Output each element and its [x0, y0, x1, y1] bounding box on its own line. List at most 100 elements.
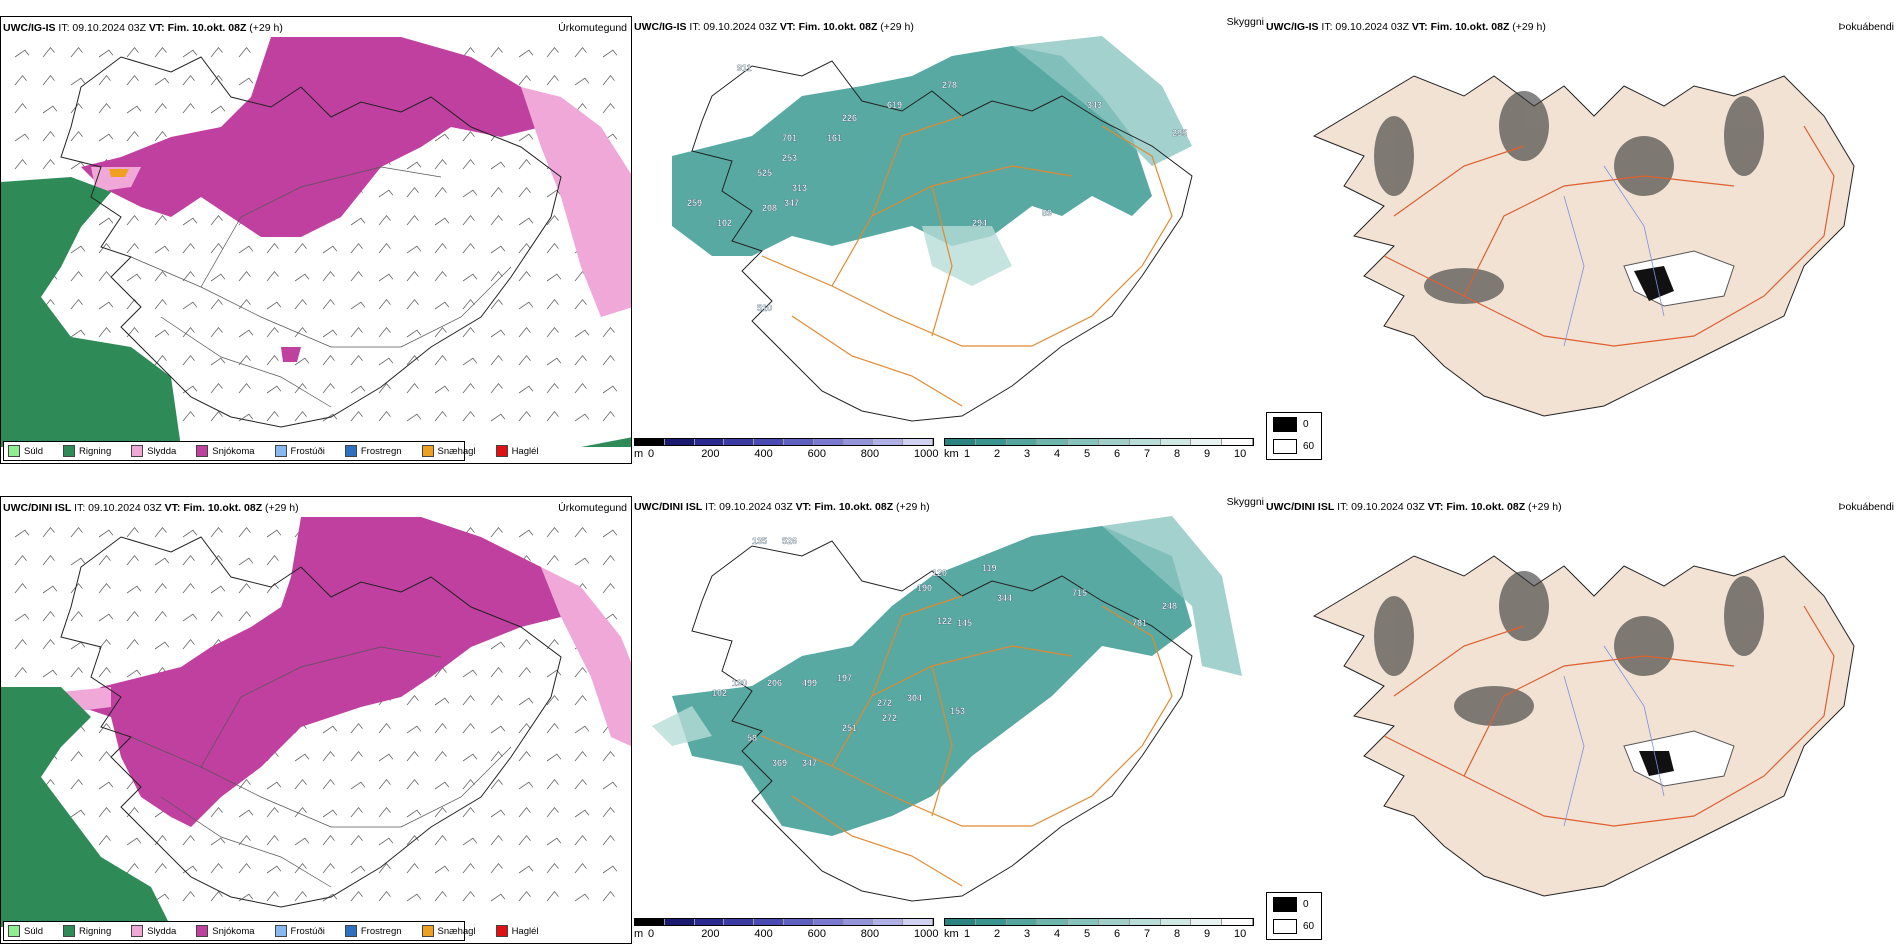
colorbar-tick: 400	[754, 928, 773, 940]
wind-barb	[210, 357, 226, 366]
colorbar-segment	[1129, 919, 1161, 925]
panel-field-name: Úrkomutegund	[558, 502, 627, 514]
wind-barb	[210, 273, 226, 282]
wind-barb	[210, 105, 226, 114]
valid-time: VT: Fim. 10.okt. 08Z	[148, 22, 247, 34]
wind-barb	[602, 865, 618, 874]
colorbar-segment	[724, 919, 755, 925]
wind-barb	[154, 582, 167, 594]
wind-barb	[546, 669, 562, 678]
wind-barb	[490, 809, 506, 818]
wind-barb	[518, 529, 534, 538]
cloud-base-label: 304	[907, 693, 922, 703]
legend-swatch	[421, 925, 434, 937]
wind-barb	[378, 357, 394, 366]
wind-barb	[42, 158, 55, 170]
model-name: UWC/DINI ISL	[634, 501, 703, 513]
wind-barb	[294, 326, 307, 338]
colorbar-tick: 0	[648, 928, 655, 940]
wind-barb	[14, 582, 27, 594]
fog-min-label: 60	[1303, 441, 1315, 452]
wind-barb	[98, 806, 111, 818]
wind-barb	[294, 806, 307, 818]
cloud-area	[672, 46, 1152, 256]
cloud-base-labels: 911 701 161 619 226 278 343 253 525 313 347 208 259 1…	[687, 63, 1187, 313]
wind-barb	[126, 862, 139, 874]
wind-barb	[546, 242, 559, 254]
colorbar-tick: 0	[648, 448, 655, 460]
wind-barb	[602, 410, 615, 422]
wind-barb	[126, 610, 139, 622]
colorbar-segment	[843, 919, 874, 925]
wind-barb	[490, 778, 503, 790]
wind-barb	[210, 526, 223, 538]
wind-barb	[546, 298, 559, 310]
cloud-area	[922, 226, 1012, 286]
colorbar-segment	[1160, 439, 1192, 445]
wind-barb	[350, 385, 366, 394]
wind-barb	[210, 214, 223, 226]
wind-barb	[70, 582, 83, 594]
wind-barb	[42, 46, 55, 58]
wind-barb	[490, 694, 503, 706]
colorbar-segment	[873, 439, 904, 445]
legend-item-haglél: Haglél	[495, 925, 539, 937]
wind-barb	[70, 809, 86, 818]
wind-barb	[406, 809, 422, 818]
wind-barb	[518, 781, 534, 790]
colorbar-tick: 10	[1234, 928, 1247, 940]
wind-barb	[378, 382, 391, 394]
wind-barb	[546, 189, 562, 198]
legend-swatch	[8, 445, 20, 457]
wind-barb	[14, 638, 27, 650]
colorbar-tick: 4	[1054, 928, 1061, 940]
wind-barb	[406, 725, 422, 734]
wind-barb	[406, 329, 422, 338]
wind-barb	[154, 557, 170, 566]
colorbar-tick: 9	[1204, 928, 1211, 940]
wind-barb	[294, 778, 307, 790]
colorbar-tick: 6	[1114, 448, 1121, 460]
colorbar-segment	[1098, 919, 1130, 925]
wind-barb	[126, 130, 139, 142]
colorbar-segment	[664, 439, 695, 445]
legend-swatch	[344, 925, 357, 937]
wind-barb	[266, 834, 279, 846]
wind-barb	[406, 893, 422, 902]
cloud-base-labels: 135 526 120 119 190 344 715 248 781 122 145 190 206 4…	[712, 536, 1177, 768]
wind-barb	[462, 158, 475, 170]
altitude-unit: m	[634, 448, 644, 460]
wind-barb	[210, 298, 223, 310]
wind-barb	[378, 753, 394, 762]
fog-legend: 0 60	[1266, 892, 1322, 940]
model-name: UWC/IG-IS	[3, 22, 56, 34]
wind-barb	[602, 834, 615, 846]
wind-barb	[602, 582, 615, 594]
wind-barb	[70, 77, 86, 86]
wind-barb	[546, 326, 559, 338]
wind-barb	[210, 410, 223, 422]
wind-barb	[294, 890, 307, 902]
wind-barb	[294, 410, 307, 422]
wind-barb	[462, 189, 478, 198]
cloud-area	[672, 526, 1192, 836]
wind-barb	[266, 326, 279, 338]
wind-barb	[126, 806, 139, 818]
wind-barb	[154, 862, 167, 874]
wind-barb	[518, 750, 531, 762]
precip-type-legend: Súld Rigning Slydda Snjókoma Frostúði Frostre…	[3, 921, 539, 941]
wind-barb	[182, 582, 195, 594]
colorbar-segment	[724, 439, 755, 445]
legend-label: Snæhagl	[437, 445, 476, 457]
wind-barb	[126, 298, 139, 310]
wind-barb	[518, 410, 531, 422]
wind-barb	[98, 529, 114, 538]
wind-barb	[434, 242, 447, 254]
fog-panel-bottom: UWC/DINI ISL IT: 09.10.2024 03Z VT: Fim.…	[1264, 496, 1900, 944]
wind-barb	[574, 694, 587, 706]
colorbar-segment	[1006, 919, 1038, 925]
wind-barb	[574, 809, 590, 818]
wind-barb	[518, 385, 534, 394]
wind-barb	[98, 326, 111, 338]
wind-barb	[546, 554, 559, 566]
